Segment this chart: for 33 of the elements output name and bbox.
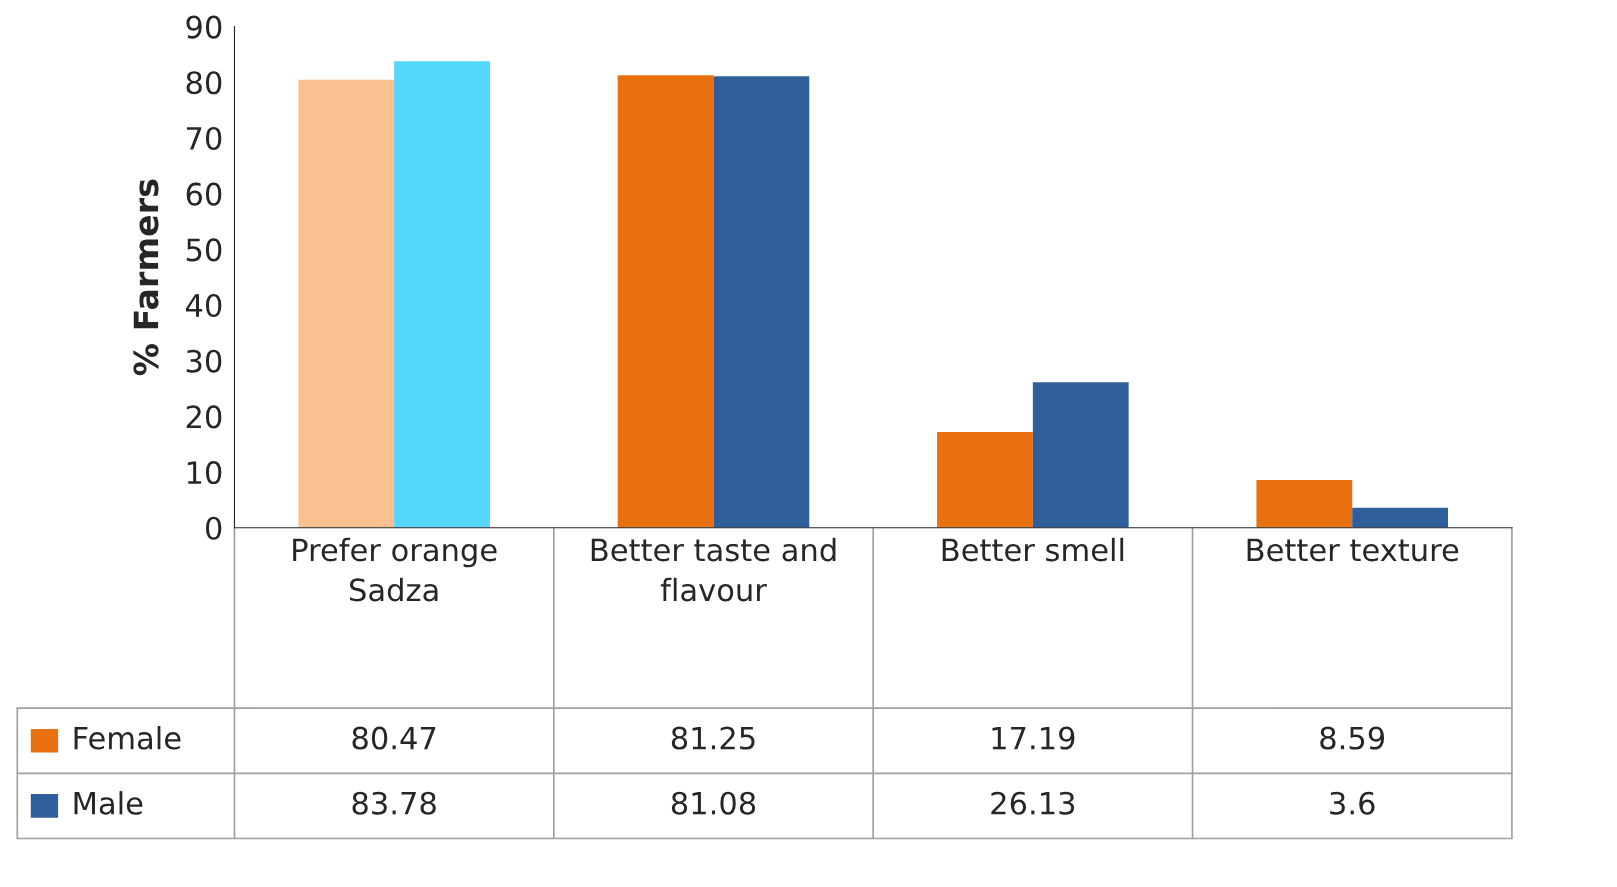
y-tick-label: 70	[186, 126, 222, 151]
bar	[1256, 479, 1353, 528]
y-tick-label: 20	[186, 405, 222, 429]
bar	[937, 432, 1033, 528]
data-label: 81.25	[671, 726, 755, 750]
y-tick-label: 60	[186, 182, 222, 206]
bar	[1352, 507, 1449, 528]
data-label: 81.08	[671, 791, 756, 815]
y-tick-label: 40	[185, 293, 222, 318]
bar	[713, 76, 810, 528]
y-tick-label: 50	[186, 238, 222, 262]
bar	[617, 75, 714, 528]
data-label: 3.6	[1330, 791, 1375, 815]
data-label: 80.47	[352, 726, 436, 750]
y-tick-label: 10	[187, 461, 222, 485]
data-label: 83.78	[352, 791, 436, 815]
x-tick-label: Better texture	[1247, 538, 1459, 562]
bar	[298, 79, 395, 528]
y-axis-title: % Farmers	[133, 179, 159, 376]
x-tick-label: Better smell	[942, 537, 1124, 562]
data-label: 8.59	[1320, 726, 1385, 750]
y-tick-label: 30	[186, 349, 222, 373]
y-tick-label: 90	[186, 15, 222, 39]
data-label: 17.19	[992, 726, 1075, 750]
y-tick-label: 0	[205, 516, 222, 540]
y-tick-label: 80	[186, 71, 222, 95]
legend-label: Female	[74, 725, 181, 750]
bar	[1032, 382, 1129, 528]
legend-label: Male	[74, 791, 143, 815]
data-label: 26.13	[991, 791, 1075, 815]
x-tick-label: Better taste and flavour	[591, 537, 836, 602]
x-tick-label: Prefer orange Sadza	[293, 537, 497, 602]
bar	[394, 61, 490, 528]
